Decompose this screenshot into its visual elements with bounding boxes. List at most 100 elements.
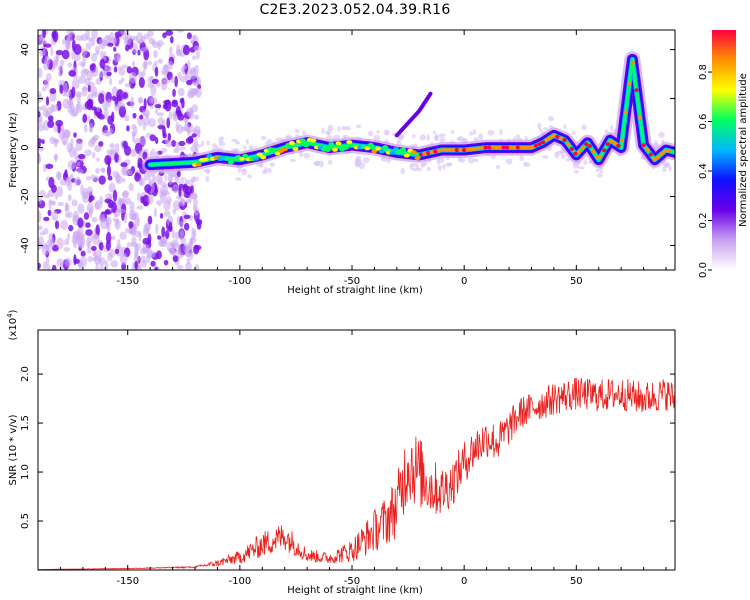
noise-blob [185, 262, 192, 270]
ridge-core [627, 82, 632, 87]
ridge-core [378, 149, 385, 154]
haze-blob [284, 135, 290, 140]
ridge-core [569, 147, 575, 152]
snr-y-tick-label: 2.0 [20, 366, 31, 382]
haze-blob [438, 157, 445, 164]
noise-blob [81, 86, 88, 91]
noise-blob [91, 136, 98, 143]
noise-blob [126, 66, 133, 74]
ridge-core [487, 145, 492, 150]
haze-blob [383, 129, 390, 136]
noise-blob [51, 184, 57, 194]
noise-blob [85, 229, 93, 236]
noise-blob [150, 260, 156, 267]
noise-blob [78, 61, 85, 66]
noise-blob [113, 66, 118, 73]
noise-blob [90, 174, 96, 181]
noise-blob [140, 47, 149, 52]
ridge-core [479, 146, 485, 151]
noise-blob [121, 191, 129, 198]
haze-blob [218, 141, 226, 146]
haze-blob [355, 124, 362, 129]
ridge-core [400, 147, 407, 152]
colorbar-ticks: 0.0 0.2 0.4 0.6 0.8 [698, 64, 712, 278]
haze-blob [419, 134, 427, 141]
noise-blob [161, 226, 166, 238]
noise-blob [124, 33, 132, 46]
haze-blob [581, 124, 587, 131]
colorbar: 0.0 0.2 0.4 0.6 0.8 Normalized spectral ampl… [698, 30, 749, 278]
ridge-core [224, 156, 231, 161]
noise-blob [179, 220, 184, 229]
noise-blob [163, 63, 168, 72]
haze-blob [260, 135, 267, 141]
noise-blob [193, 114, 200, 120]
noise-blob [147, 215, 153, 225]
noise-blob [87, 84, 91, 93]
spectrogram-plot-area [38, 30, 675, 270]
noise-blob [62, 82, 68, 91]
ridge-core [551, 133, 557, 138]
haze-blob [358, 162, 366, 170]
noise-blob [95, 262, 99, 270]
noise-blob [178, 140, 186, 147]
noise-blob [92, 233, 100, 245]
noise-blob [63, 88, 71, 98]
haze-blob [150, 178, 155, 185]
noise-blob [162, 103, 169, 110]
noise-blob [154, 66, 159, 77]
ridge-core [299, 138, 306, 143]
ridge-core [422, 151, 427, 156]
ridge-core [648, 152, 653, 157]
spectrogram-y-tick-label: 0 [20, 144, 31, 150]
ridge-core [612, 141, 618, 146]
noise-blob [98, 214, 106, 224]
haze-blob [191, 142, 199, 147]
noise-blob [96, 157, 100, 162]
haze-blob [187, 179, 194, 185]
noise-blob [49, 237, 55, 248]
noise-blob [179, 75, 187, 83]
noise-blob [196, 50, 200, 60]
haze-blob [373, 135, 381, 141]
ridge-core [566, 142, 571, 147]
ridge-core [206, 154, 213, 159]
haze-blob [337, 125, 341, 132]
ridge-core [512, 145, 517, 150]
haze-blob [596, 173, 603, 178]
noise-blob [69, 109, 78, 117]
noise-blob [119, 252, 128, 265]
noise-blob [142, 60, 148, 70]
noise-blob [54, 220, 60, 230]
noise-blob [88, 197, 93, 203]
ridge-core [630, 60, 636, 65]
noise-blob [98, 93, 105, 105]
noise-blob [80, 184, 85, 196]
colorbar-tick-label: 0.2 [698, 213, 709, 229]
snr-y-multiplier: (x104) [6, 309, 19, 340]
noise-blob [160, 192, 167, 204]
noise-blob [108, 202, 114, 208]
noise-blob [86, 247, 92, 254]
ridge-core [555, 134, 560, 139]
noise-blob [172, 208, 177, 215]
noise-blob [153, 50, 158, 59]
noise-blob [139, 115, 144, 120]
noise-blob [146, 61, 153, 66]
snr-axes: -150 -100 -50 0 50 0.5 1.0 1.5 2.0 [20, 330, 675, 587]
noise-blob [124, 83, 132, 88]
noise-blob [143, 171, 149, 181]
noise-blob [166, 117, 171, 129]
noise-blob [87, 241, 91, 249]
ridge-core [461, 148, 467, 152]
noise-blob [162, 132, 167, 139]
noise-blob [54, 192, 59, 200]
spectrogram-y-tick-label: -40 [20, 237, 31, 253]
ridge-core [227, 160, 234, 165]
noise-blob [191, 80, 200, 86]
noise-blob [182, 185, 189, 194]
noise-blob [38, 138, 43, 145]
ridge-core [242, 153, 249, 158]
noise-blob [130, 148, 137, 158]
noise-blob [165, 140, 173, 148]
